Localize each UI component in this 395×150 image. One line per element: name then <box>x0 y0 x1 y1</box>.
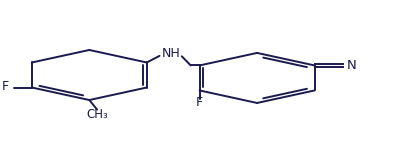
Text: F: F <box>2 80 9 93</box>
Text: NH: NH <box>162 47 181 60</box>
Text: F: F <box>196 96 203 110</box>
Text: CH₃: CH₃ <box>86 108 108 120</box>
Text: N: N <box>346 59 356 72</box>
